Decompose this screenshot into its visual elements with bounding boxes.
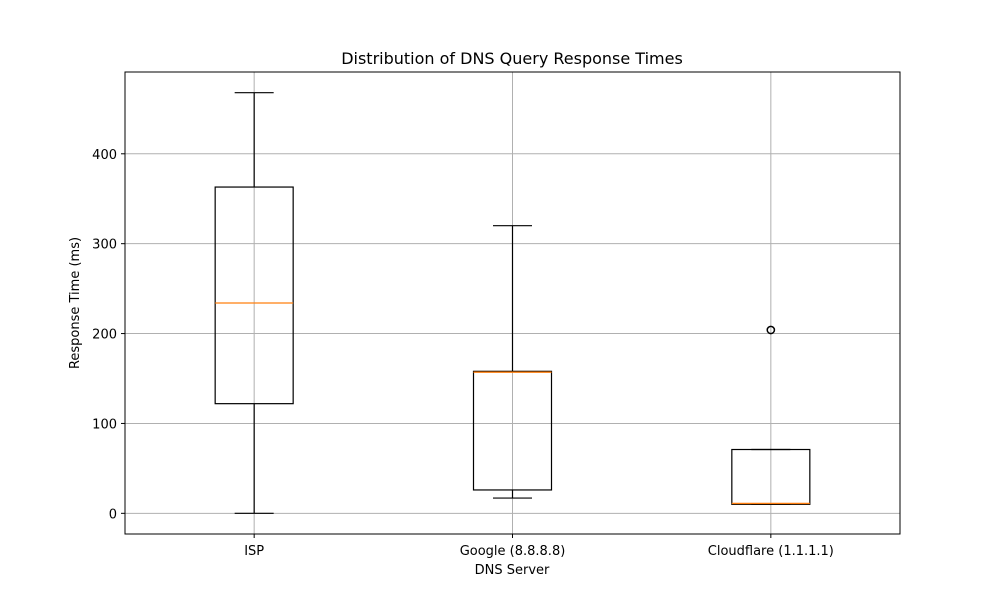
y-axis-label: Response Time (ms)	[68, 237, 83, 369]
y-axis-ticks: 0 100 200 300 400	[92, 148, 125, 522]
box-group	[472, 225, 553, 499]
x-axis-ticks: ISP Google (8.8.8.8) Cloudflare (1.1.1.1)	[244, 534, 834, 559]
x-tick-label: Cloudflare (1.1.1.1)	[708, 544, 834, 559]
x-tick-label: ISP	[244, 544, 264, 559]
iqr-box	[731, 448, 811, 505]
iqr-box	[472, 370, 553, 491]
box-group	[731, 325, 811, 505]
y-tick-label: 100	[92, 417, 117, 432]
box-group	[214, 92, 294, 514]
x-axis-label: DNS Server	[475, 563, 550, 578]
y-tick-label: 200	[92, 328, 117, 343]
y-tick-label: 400	[92, 148, 117, 163]
y-tick-label: 300	[92, 238, 117, 253]
outlier-point	[766, 325, 776, 335]
x-tick-label: Google (8.8.8.8)	[460, 544, 566, 559]
y-tick-label: 0	[109, 507, 117, 522]
iqr-box	[214, 186, 294, 405]
box-series	[214, 92, 811, 514]
chart-title: Distribution of DNS Query Response Times	[341, 49, 683, 68]
